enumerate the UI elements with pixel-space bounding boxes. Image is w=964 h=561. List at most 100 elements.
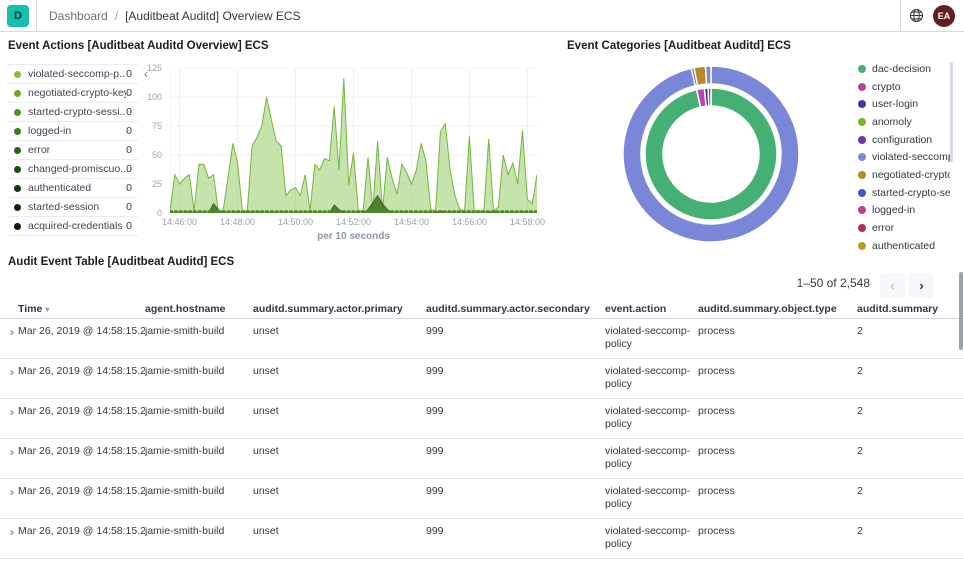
table-cell: Mar 26, 2019 @ 14:58:15.245 (18, 445, 145, 457)
legend-item[interactable]: anomoly (858, 113, 950, 131)
legend-item[interactable]: user-login (858, 95, 950, 113)
table-row: › Mar 26, 2019 @ 14:58:15.245 jamie-smith-… (0, 479, 964, 519)
legend-item[interactable]: started-session 0 (8, 198, 138, 217)
legend-item[interactable]: changed-promiscuo... 0 (8, 160, 138, 179)
row-expand-icon[interactable]: › (10, 405, 14, 419)
row-expand-cell: › (0, 445, 18, 459)
legend-label: started-crypto-se... (872, 186, 950, 199)
table-row: › Mar 26, 2019 @ 14:58:15.245 jamie-smith-… (0, 359, 964, 399)
table-cell: violated-seccomp-policy (605, 445, 691, 470)
table-cell: unset (253, 485, 279, 497)
legend-item[interactable]: configuration (858, 131, 950, 149)
dashboard-app-icon[interactable]: D (7, 4, 29, 27)
column-header[interactable]: auditd.summary.actor.secondary (426, 303, 590, 315)
table-row: › Mar 26, 2019 @ 14:58:15.245 jamie-smith-… (0, 439, 964, 479)
table-cell: 999 (426, 365, 444, 377)
column-header[interactable]: Time ▾ (18, 303, 50, 315)
event-categories-panel-title[interactable]: Event Categories [Auditbeat Auditd] ECS (567, 40, 791, 52)
y-axis-tick-label: 25 (151, 179, 162, 189)
legend-color-dot (14, 108, 21, 116)
user-avatar[interactable]: EA (933, 4, 955, 27)
vertical-scrollbar[interactable] (959, 272, 963, 350)
row-expand-icon[interactable]: › (10, 445, 14, 459)
legend-color-dot (14, 127, 21, 135)
audit-table-panel-title[interactable]: Audit Event Table [Auditbeat Auditd] ECS (8, 256, 235, 268)
legend-label: violated-seccomp... (872, 151, 950, 164)
area-chart-y-axis: 0 25 50 75 100 125 (138, 63, 166, 218)
table-cell: Mar 26, 2019 @ 14:58:15.245 (18, 525, 145, 537)
legend-scrollbar[interactable] (950, 62, 953, 162)
legend-item[interactable]: authenticated 0 (8, 179, 138, 198)
legend-item[interactable]: started-crypto-se... (858, 184, 950, 202)
y-axis-tick-label: 50 (151, 150, 162, 160)
table-cell: jamie-smith-build (145, 325, 225, 337)
table-cell: 2 (857, 405, 863, 417)
legend-color-dot (858, 64, 866, 73)
row-expand-icon[interactable]: › (10, 365, 14, 379)
event-actions-panel-title[interactable]: Event Actions [Auditbeat Auditd Overview… (8, 40, 269, 52)
area-chart-x-axis-title: per 10 seconds (317, 231, 390, 242)
legend-item[interactable]: logged-in 0 (8, 122, 138, 141)
y-axis-tick-label: 125 (146, 63, 162, 73)
row-expand-icon[interactable]: › (10, 485, 14, 499)
legend-label: error (28, 144, 51, 156)
table-cell: process (698, 485, 735, 497)
legend-item[interactable]: logged-in (858, 202, 950, 220)
row-expand-icon[interactable]: › (10, 525, 14, 539)
table-cell: 2 (857, 325, 863, 337)
globe-icon[interactable] (901, 0, 931, 32)
row-expand-cell: › (0, 325, 18, 339)
donut-slice[interactable] (644, 87, 778, 221)
legend-item[interactable]: acquired-credentials 0 (8, 217, 138, 236)
legend-item[interactable]: error 0 (8, 141, 138, 160)
legend-label: started-crypto-sessi... (28, 106, 127, 118)
pagination-next-button[interactable]: › (909, 273, 934, 298)
legend-item[interactable]: violated-seccomp... (858, 148, 950, 166)
donut-slice[interactable] (707, 87, 712, 107)
table-cell: 999 (426, 525, 444, 537)
breadcrumb-dashboard-link[interactable]: Dashboard (49, 8, 108, 23)
header-divider (36, 0, 37, 32)
donut-slice[interactable] (622, 65, 800, 243)
column-header[interactable]: agent.hostname (145, 303, 226, 315)
table-cell: jamie-smith-build (145, 405, 225, 417)
legend-value: 0 (126, 182, 132, 194)
donut-slice[interactable] (704, 65, 712, 85)
legend-collapse-icon[interactable]: ‹ (144, 67, 148, 81)
legend-color-dot (14, 184, 21, 192)
table-cell: unset (253, 525, 279, 537)
legend-color-dot (858, 153, 866, 162)
breadcrumb-separator: / (114, 8, 119, 23)
donut-chart[interactable] (622, 64, 800, 246)
header-divider-right (900, 0, 901, 32)
row-expand-cell: › (0, 525, 18, 539)
pagination-prev-button[interactable]: ‹ (880, 273, 905, 298)
column-header[interactable]: auditd.summary (857, 303, 939, 315)
legend-item[interactable]: negotiated-crypto-key 0 (8, 84, 138, 103)
column-header[interactable]: auditd.summary.actor.primary (253, 303, 403, 315)
legend-item[interactable]: negotiated-crypto... (858, 166, 950, 184)
table-cell: unset (253, 325, 279, 337)
table-cell: Mar 26, 2019 @ 14:58:15.245 (18, 405, 145, 417)
legend-item[interactable]: started-crypto-sessi... 0 (8, 103, 138, 122)
legend-color-dot (858, 206, 866, 215)
legend-label: crypto (872, 80, 901, 93)
row-expand-icon[interactable]: › (10, 325, 14, 339)
legend-item[interactable]: dac-decision (858, 60, 950, 78)
legend-color-dot (858, 135, 866, 144)
table-cell: unset (253, 445, 279, 457)
legend-color-dot (858, 224, 866, 233)
legend-color-dot (858, 241, 866, 250)
legend-color-dot (14, 222, 21, 230)
legend-item[interactable]: crypto (858, 78, 950, 96)
table-cell: jamie-smith-build (145, 365, 225, 377)
column-header[interactable]: event.action (605, 303, 667, 315)
legend-item[interactable]: authenticated (858, 237, 950, 255)
breadcrumb: Dashboard / [Auditbeat Auditd] Overview … (49, 9, 301, 23)
column-header[interactable]: auditd.summary.object.type (698, 303, 837, 315)
legend-label: logged-in (872, 204, 916, 217)
legend-value: 0 (126, 220, 132, 232)
area-chart[interactable] (168, 67, 539, 214)
legend-item[interactable]: error (858, 219, 950, 237)
legend-item[interactable]: violated-seccomp-p... 0 (8, 65, 138, 84)
